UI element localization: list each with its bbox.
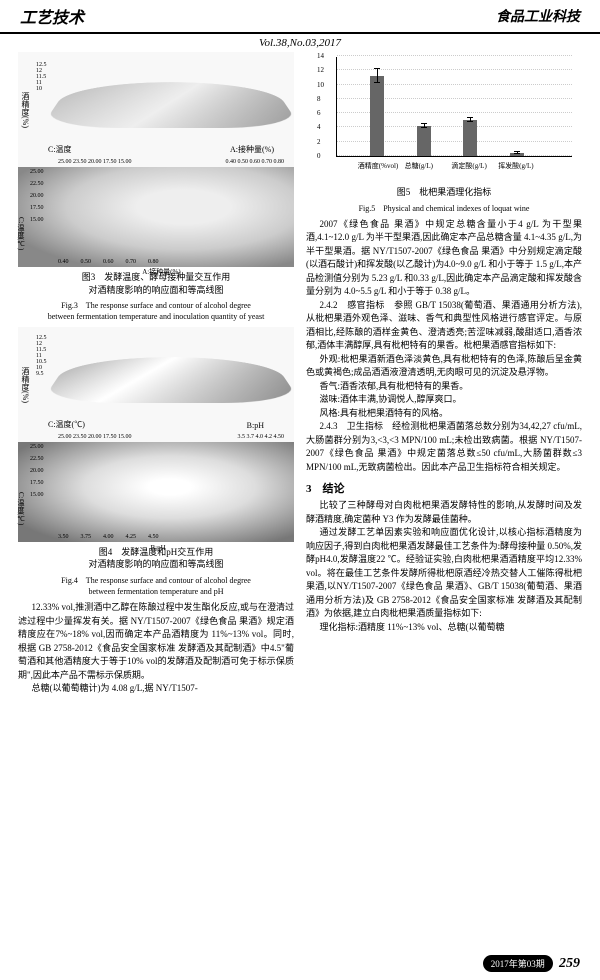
fig3-ytick: 25.00 23.50 20.00 17.50 15.00 [58, 159, 132, 165]
right-para-8: 比较了三种酵母对白肉枇杷果酒发酵特性的影响,从发酵时间及发酵酒精度,确定菌种 Y… [306, 499, 582, 526]
fig5-bar-chart: 02468101214酒精度(%vol)总糖(g/L)滴定酸(g/L)挥发酸(g… [306, 52, 582, 182]
fig3-surface-chart: 酒精度(%) 12.51211.51110 25.00 23.50 20.00 … [18, 52, 294, 167]
section-3-title: 3 结论 [306, 480, 582, 496]
right-para-4: 香气:酒香浓郁,具有枇杷特有的果香。 [306, 380, 582, 394]
header-left-title: 工艺技术 [20, 4, 84, 28]
fig4-contour-chart: C:温度(℃) B:pH 25.0022.5020.0017.5015.00 3… [18, 442, 294, 542]
fig5-caption-cn: 图5 枇杷果酒理化指标 [306, 186, 582, 199]
fig4-caption-en: Fig.4 The response surface and contour o… [18, 575, 294, 597]
fig4-ylabel: C:温度(℃) [48, 419, 85, 430]
fig4-zlabel: 酒精度(%) [20, 367, 31, 403]
right-para-10: 理化指标:酒精度 11%~13% vol、总糖(以葡萄糖 [306, 621, 582, 635]
fig4-surface-chart: 酒精度(%) 12.51211.51110.5109.5 25.00 23.50… [18, 327, 294, 442]
fig3-ylabel: C:温度 [48, 144, 72, 155]
fig3-contour-chart: C:温度(℃) A:接种量(%) 25.0022.5020.0017.5015.… [18, 167, 294, 267]
header-right-title: 食品工业科技 [496, 6, 580, 26]
fig4c-ylabel: C:温度(℃) [16, 492, 26, 525]
left-para-1: 12.33% vol,推测酒中乙醇在陈酿过程中发生酯化反应,或与在澄清过滤过程中… [18, 601, 294, 682]
left-column: 酒精度(%) 12.51211.51110 25.00 23.50 20.00 … [18, 52, 294, 696]
fig3-ztick: 12.51211.51110 [36, 62, 47, 92]
right-column: 02468101214酒精度(%vol)总糖(g/L)滴定酸(g/L)挥发酸(g… [306, 52, 582, 696]
footer-badge: 2017年第03期 [483, 955, 553, 972]
fig3c-xlabel: A:接种量(%) [142, 267, 181, 277]
issue-info: Vol.38,No.03,2017 [0, 34, 600, 52]
left-para-2: 总糖(以葡萄糖计)为 4.08 g/L,据 NY/T1507- [18, 682, 294, 696]
fig5-caption-en: Fig.5 Physical and chemical indexes of l… [306, 203, 582, 214]
fig3-xlabel: A:接种量(%) [230, 144, 274, 155]
fig3-caption-en: Fig.3 The response surface and contour o… [18, 300, 294, 322]
right-para-2: 2.4.2 感官指标 参照 GB/T 15038(葡萄酒、果酒通用分析方法),从… [306, 299, 582, 353]
page-header: 工艺技术 食品工业科技 [0, 0, 600, 34]
fig3-xtick: 0.40 0.50 0.60 0.70 0.80 [226, 159, 285, 165]
right-para-6: 风格:具有枇杷果酒特有的风格。 [306, 407, 582, 421]
right-para-5: 滋味:酒体丰满,协调悦人,醇厚爽口。 [306, 393, 582, 407]
fig4-xlabel: B:pH [247, 421, 264, 430]
fig4c-xlabel: B:pH [150, 544, 165, 552]
right-para-7: 2.4.3 卫生指标 经检测枇杷果酒菌落总数分别为34,42,27 cfu/mL… [306, 420, 582, 474]
page-footer: 2017年第03期 259 [483, 955, 580, 972]
content-area: 酒精度(%) 12.51211.51110 25.00 23.50 20.00 … [0, 52, 600, 696]
fig3-zlabel: 酒精度(%) [20, 92, 31, 128]
right-para-9: 通过发酵工艺单因素实验和响应面优化设计,以核心指标酒精度为响应因子,得到白肉枇杷… [306, 526, 582, 621]
right-para-1: 2007《绿色食品 果酒》中规定总糖含量小于4 g/L 为干型果酒,4.1~12… [306, 218, 582, 299]
right-para-3: 外观:枇杷果酒新酒色泽淡黄色,具有枇杷特有的色泽,陈酿后呈金黄色或黄褐色;成品酒… [306, 353, 582, 380]
fig3c-ylabel: C:温度(℃) [16, 217, 26, 250]
page-number: 259 [559, 956, 580, 971]
